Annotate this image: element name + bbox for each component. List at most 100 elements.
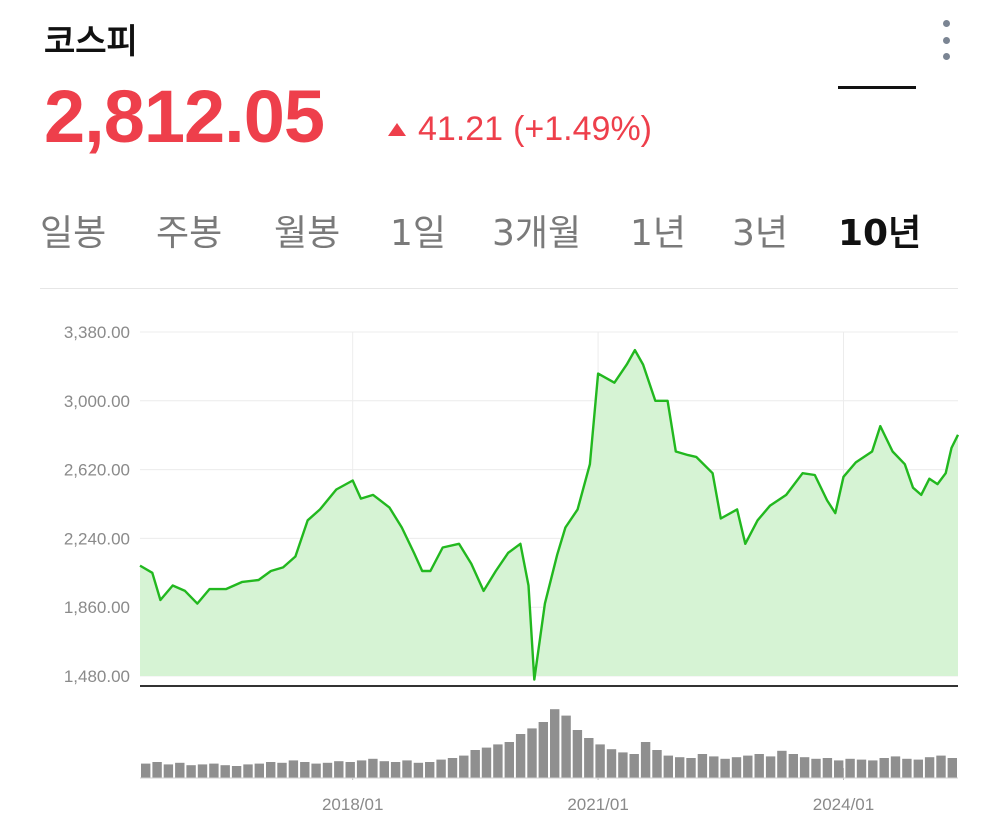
change-percent: (+1.49%)	[513, 110, 652, 148]
volume-bar	[459, 755, 469, 778]
volume-bar	[493, 744, 503, 778]
volume-bar	[231, 766, 242, 778]
tab-daily[interactable]: 일봉	[40, 213, 107, 254]
volume-bar	[413, 762, 424, 778]
volume-bar	[402, 760, 412, 778]
volume-bar	[266, 762, 276, 778]
volume-bar	[311, 763, 321, 778]
price-change: 41.21 (+1.49%)	[388, 110, 652, 149]
volume-bar	[777, 750, 787, 778]
volume-bar	[629, 754, 639, 778]
up-triangle-icon	[388, 123, 406, 136]
volume-bar	[924, 757, 935, 778]
change-value: 41.21	[418, 110, 504, 148]
more-vertical-icon[interactable]	[934, 20, 958, 60]
volume-bar	[765, 756, 776, 778]
volume-bar	[675, 757, 685, 778]
volume-bar	[640, 742, 651, 778]
volume-bar	[743, 755, 753, 778]
volume-bar	[947, 758, 957, 778]
volume-bar	[720, 758, 730, 778]
tab-1day[interactable]: 1일	[390, 213, 447, 254]
volume-bar	[175, 762, 185, 778]
volume-bar	[879, 758, 889, 778]
volume-bar	[663, 755, 673, 778]
tabs-divider	[40, 288, 958, 289]
volume-bar	[197, 764, 208, 778]
price-area	[140, 350, 958, 680]
volume-bar	[527, 728, 537, 778]
current-price: 2,812.05	[44, 75, 325, 158]
volume-bar	[141, 763, 151, 778]
x-tick-label: 2024/01	[813, 795, 874, 814]
volume-bar	[618, 752, 628, 778]
price-line	[139, 348, 960, 681]
volume-bar	[368, 758, 378, 778]
volume-bar	[209, 763, 219, 778]
tab-3months[interactable]: 3개월	[492, 213, 582, 254]
tab-1year[interactable]: 1년	[630, 213, 687, 254]
tab-3years[interactable]: 3년	[732, 213, 789, 254]
volume-bar	[379, 761, 389, 778]
volume-bar	[754, 754, 764, 778]
active-tab-indicator	[838, 86, 916, 89]
x-tick-label: 2021/01	[567, 795, 628, 814]
volume-bar	[652, 750, 662, 778]
volume-bar	[504, 742, 514, 778]
y-tick-label: 3,000.00	[64, 392, 130, 411]
kospi-10y-chart[interactable]: 3,380.00 3,000.00 2,620.00 2,240.00 1,860.00…	[0, 300, 1000, 826]
y-tick-label: 2,620.00	[64, 461, 130, 480]
index-title: 코스피	[44, 22, 138, 62]
volume-bar	[834, 760, 844, 778]
volume-bar	[538, 722, 548, 778]
y-tick-label: 1,480.00	[64, 667, 130, 686]
volume-bar	[254, 763, 264, 778]
volume-bar	[686, 758, 696, 778]
volume-bar	[436, 759, 446, 778]
volume-bar	[731, 757, 742, 778]
y-tick-label: 3,380.00	[64, 323, 130, 342]
volume-bar	[152, 762, 162, 778]
y-tick-label: 2,240.00	[64, 529, 130, 548]
volume-bar	[390, 762, 401, 778]
volume-bar	[902, 758, 912, 778]
volume-bar	[277, 762, 287, 778]
volume-bar	[936, 755, 946, 778]
volume-bar	[322, 762, 333, 778]
volume-bar	[470, 750, 480, 778]
tab-weekly[interactable]: 주봉	[156, 213, 223, 254]
volume-bar	[356, 760, 367, 778]
volume-bar	[868, 760, 878, 778]
volume-bar	[913, 759, 923, 778]
volume-bar	[606, 749, 617, 778]
volume-bar	[334, 761, 344, 778]
volume-bar	[856, 759, 867, 778]
tab-monthly[interactable]: 월봉	[274, 213, 341, 254]
volume-bar	[799, 757, 810, 778]
volume-bar	[697, 754, 708, 778]
volume-bar	[300, 762, 310, 778]
y-tick-label: 1,860.00	[64, 598, 130, 617]
volume-bar	[561, 715, 571, 778]
volume-bar	[822, 758, 833, 778]
period-tabs: 일봉 주봉 월봉 1일 3개월 1년 3년 10년	[40, 196, 958, 288]
tab-10years[interactable]: 10년	[838, 213, 922, 254]
volume-bar	[186, 765, 196, 778]
volume-bar	[584, 738, 594, 778]
volume-bar	[481, 747, 492, 778]
x-tick-label: 2018/01	[322, 795, 383, 814]
volume-bar	[515, 734, 526, 778]
volume-bar	[595, 744, 605, 778]
volume-bar	[709, 756, 719, 778]
volume-bar	[447, 758, 458, 778]
volume-bar	[890, 756, 901, 778]
volume-bar	[788, 754, 798, 778]
volume-bar	[345, 762, 355, 778]
volume-bar	[550, 709, 560, 778]
volume-bar	[288, 760, 299, 778]
volume-bar	[845, 758, 855, 778]
volume-bar	[572, 730, 583, 778]
volume-bar	[425, 762, 435, 778]
volume-bar	[811, 758, 821, 778]
volume-bar	[220, 765, 230, 778]
